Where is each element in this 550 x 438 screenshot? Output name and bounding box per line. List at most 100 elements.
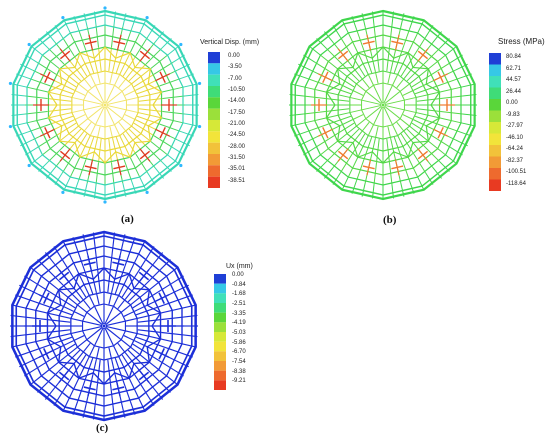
spoke-member bbox=[125, 59, 142, 79]
spoke-member bbox=[84, 357, 94, 381]
spoke-member bbox=[49, 336, 73, 346]
spoke-member bbox=[68, 378, 80, 399]
spoke-member bbox=[91, 48, 98, 72]
spoke-member bbox=[361, 78, 370, 89]
spoke-member bbox=[386, 138, 390, 163]
spoke-member bbox=[341, 63, 360, 82]
spoke-member bbox=[402, 114, 414, 121]
legend-value: -3.35 bbox=[232, 310, 246, 317]
bracing-member bbox=[47, 46, 163, 164]
legend-value: -100.51 bbox=[506, 169, 527, 175]
spoke-member bbox=[396, 78, 405, 89]
accent-member bbox=[39, 128, 55, 137]
spoke-member bbox=[413, 119, 436, 131]
spoke-member bbox=[182, 83, 197, 88]
spoke-member bbox=[73, 133, 88, 155]
support-node bbox=[27, 42, 31, 47]
spoke-member bbox=[108, 292, 113, 305]
spoke-member bbox=[150, 54, 168, 70]
spoke-member bbox=[363, 136, 373, 160]
spoke-member bbox=[384, 96, 417, 106]
accent-member bbox=[88, 34, 94, 51]
spoke-member bbox=[50, 115, 74, 125]
ring-member bbox=[81, 303, 127, 349]
spoke-member bbox=[167, 154, 179, 164]
legend-swatch bbox=[489, 87, 501, 99]
spoke-member bbox=[129, 157, 141, 178]
spoke-member bbox=[105, 106, 121, 136]
spoke-member bbox=[55, 73, 77, 88]
spoke-member bbox=[62, 284, 81, 303]
spoke-member bbox=[133, 73, 155, 88]
accent-member bbox=[317, 128, 333, 137]
bracing-member bbox=[325, 46, 441, 164]
spoke-member bbox=[70, 325, 103, 335]
spoke-member bbox=[384, 105, 410, 127]
accent-member bbox=[394, 159, 400, 176]
legend-value: 62.71 bbox=[506, 65, 522, 72]
support-node bbox=[27, 163, 31, 168]
spoke-member bbox=[367, 106, 383, 136]
spoke-member bbox=[341, 20, 349, 34]
accent-member bbox=[115, 380, 121, 397]
spoke-member bbox=[115, 136, 125, 160]
spoke-member bbox=[124, 352, 141, 372]
spoke-member bbox=[121, 354, 136, 376]
spoke-member bbox=[51, 300, 74, 312]
legend-swatch bbox=[214, 332, 226, 342]
spoke-member bbox=[122, 133, 137, 155]
legend-value: 44.57 bbox=[506, 77, 522, 83]
spoke-member bbox=[69, 157, 81, 178]
spoke-member bbox=[52, 79, 75, 91]
spoke-member bbox=[384, 83, 410, 105]
spoke-member bbox=[30, 266, 42, 277]
spoke-member bbox=[406, 128, 425, 147]
accent-member bbox=[366, 159, 372, 176]
spoke-member bbox=[166, 375, 178, 386]
spoke-member bbox=[309, 154, 321, 164]
ring-member bbox=[314, 34, 452, 176]
ring-member bbox=[71, 70, 139, 140]
panel-c-caption: (c) bbox=[96, 422, 109, 434]
spoke-member bbox=[128, 63, 147, 82]
spoke-member bbox=[139, 176, 147, 190]
ring-member bbox=[337, 58, 429, 152]
spoke-member bbox=[68, 253, 80, 274]
spoke-member bbox=[135, 119, 158, 131]
legend-swatch bbox=[214, 341, 226, 352]
legend-value: 80.84 bbox=[506, 54, 522, 60]
legend-value: -35.01 bbox=[228, 166, 246, 173]
spoke-member bbox=[46, 318, 71, 323]
legend-swatch bbox=[208, 108, 220, 120]
spoke-member bbox=[387, 71, 392, 84]
ring-member bbox=[26, 24, 184, 186]
accent-member bbox=[87, 380, 93, 397]
panel-a-legend-title: Vertical Disp. (mm) bbox=[200, 39, 260, 46]
spoke-member bbox=[89, 106, 105, 136]
spoke-member bbox=[13, 83, 28, 88]
spoke-member bbox=[445, 46, 457, 56]
spoke-member bbox=[161, 117, 184, 124]
legend-value: 0.00 bbox=[506, 100, 518, 106]
accent-member bbox=[417, 48, 429, 62]
support-node bbox=[103, 6, 107, 10]
panel-b-legend-bar bbox=[489, 53, 501, 191]
spoke-member bbox=[85, 136, 95, 160]
legend-swatch bbox=[489, 145, 501, 157]
spoke-member bbox=[376, 138, 380, 163]
ring-member bbox=[290, 9, 476, 201]
spoke-member bbox=[291, 122, 306, 127]
spoke-member bbox=[73, 310, 85, 317]
spoke-member bbox=[96, 359, 101, 384]
accent-member bbox=[116, 159, 122, 176]
ring-member bbox=[35, 255, 173, 397]
spoke-member bbox=[73, 55, 88, 77]
spoke-member bbox=[304, 86, 327, 93]
accent-member bbox=[337, 48, 349, 62]
spoke-member bbox=[138, 108, 163, 112]
spoke-member bbox=[118, 78, 127, 89]
legend-value: -10.50 bbox=[228, 86, 246, 93]
legend-value: -46.10 bbox=[506, 134, 524, 141]
spoke-member bbox=[137, 329, 162, 334]
spoke-member bbox=[106, 83, 132, 105]
